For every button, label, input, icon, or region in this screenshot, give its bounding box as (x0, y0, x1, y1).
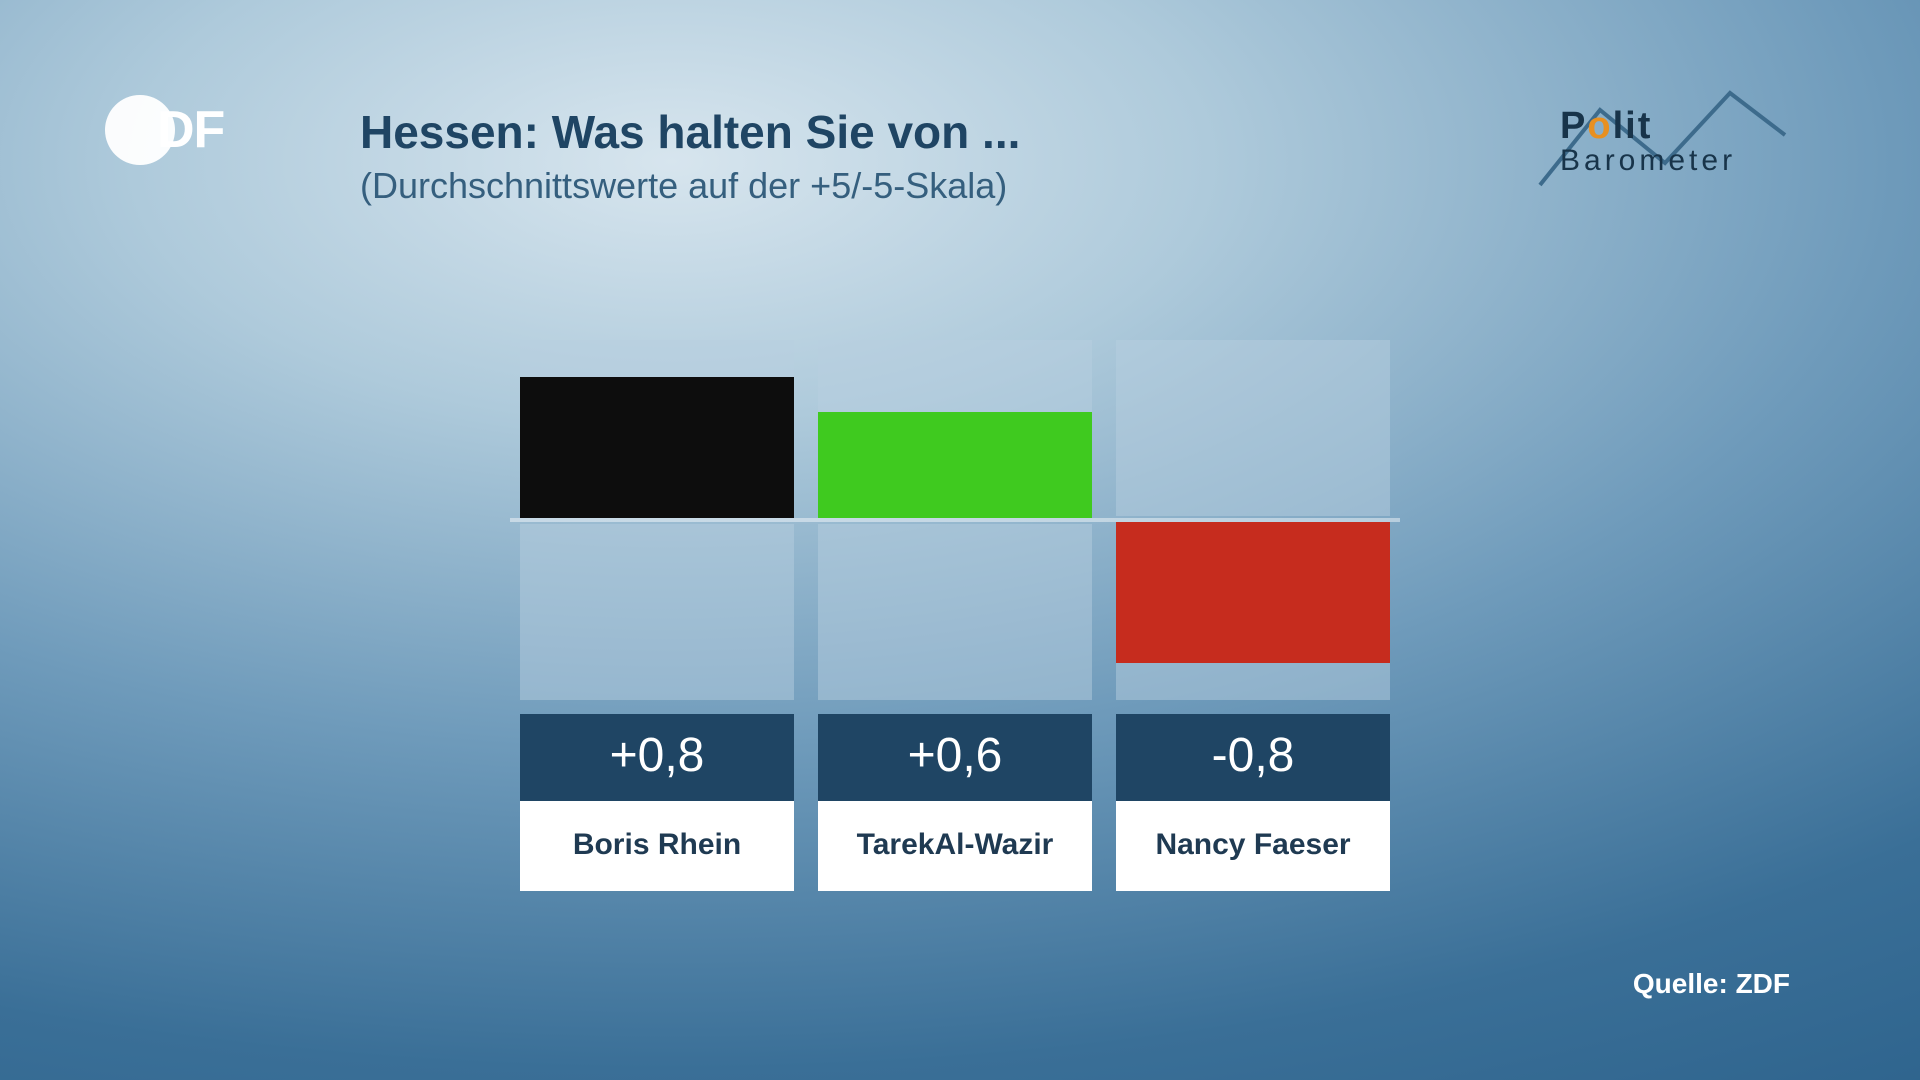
chart-label-column: +0,6TarekAl-Wazir (818, 714, 1092, 891)
source-attribution: Quelle: ZDF (1633, 968, 1790, 1000)
chart-value-label: +0,6 (818, 714, 1092, 801)
chart-name-label: Nancy Faeser (1116, 801, 1390, 891)
zdf-logo-circle (105, 95, 175, 165)
chart-label-column: +0,8Boris Rhein (520, 714, 794, 891)
chart-column-bg-bot (520, 524, 794, 700)
chart-value-label: +0,8 (520, 714, 794, 801)
chart-value-label: -0,8 (1116, 714, 1390, 801)
chart-name-label: TarekAl-Wazir (818, 801, 1092, 891)
chart-bar (1116, 522, 1390, 663)
chart-bar (818, 412, 1092, 518)
politbarometer-logo: Polit Barometer (1530, 85, 1790, 178)
chart-column (520, 340, 794, 700)
chart-column (818, 340, 1092, 700)
rating-chart: +0,8Boris Rhein+0,6TarekAl-Wazir-0,8Nanc… (520, 340, 1390, 891)
zdf-logo: DF (105, 95, 255, 165)
chart-column-bg-top (1116, 340, 1390, 516)
chart-label-column: -0,8Nancy Faeser (1116, 714, 1390, 891)
chart-subtitle: (Durchschnittswerte auf der +5/-5-Skala) (360, 165, 1020, 207)
politbarometer-line1: Polit (1560, 105, 1790, 148)
politbarometer-line2: Barometer (1560, 144, 1790, 178)
chart-name-label: Boris Rhein (520, 801, 794, 891)
chart-title: Hessen: Was halten Sie von ... (360, 105, 1020, 159)
chart-column (1116, 340, 1390, 700)
chart-bar (520, 377, 794, 518)
chart-bars-area (520, 340, 1390, 700)
chart-header: Hessen: Was halten Sie von ... (Durchsch… (360, 105, 1020, 207)
chart-column-bg-bot (818, 524, 1092, 700)
chart-labels-area: +0,8Boris Rhein+0,6TarekAl-Wazir-0,8Nanc… (520, 714, 1390, 891)
